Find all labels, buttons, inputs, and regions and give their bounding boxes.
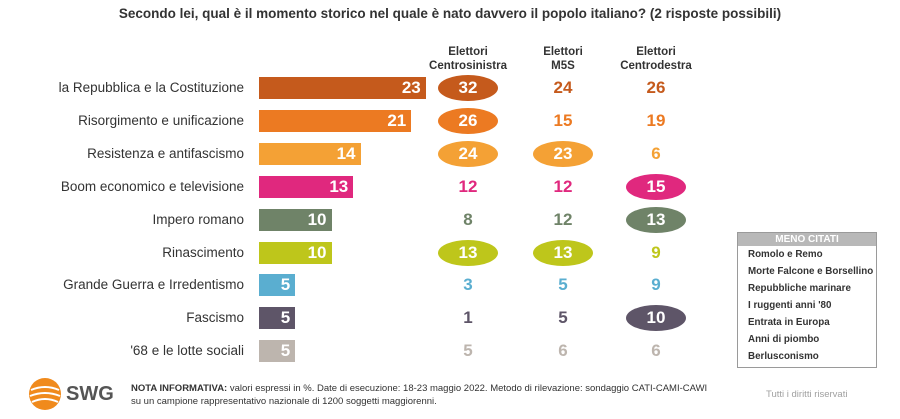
legend-title: MENO CITATI xyxy=(738,233,876,246)
column-header-centrosinistra: Elettori Centrosinistra xyxy=(408,45,528,73)
highlighted-value-cell: 13 xyxy=(533,239,593,266)
value-cell: 6 xyxy=(558,341,568,361)
legend-item: Romolo e Remo xyxy=(748,249,823,260)
value-cell: 24 xyxy=(553,78,573,97)
column-header-centrodestra: Elettori Centrodestra xyxy=(596,45,716,73)
legend-item: Morte Falcone e Borsellino xyxy=(748,266,874,277)
highlighted-value-cell: 24 xyxy=(438,140,498,167)
category-label-risorgimento-e-unificazione: Risorgimento e unificazione xyxy=(78,112,244,128)
highlighted-value-cell: 10 xyxy=(626,305,686,332)
nota-informativa: NOTA INFORMATIVA: valori espressi in %. … xyxy=(131,383,711,408)
rights-text: Tutti i diritti riservati xyxy=(766,389,848,400)
category-label-fascismo: Fascismo xyxy=(186,310,244,326)
value-cell: 5 xyxy=(558,275,568,295)
value-cell: 6 xyxy=(651,341,661,361)
value-cell: 12 xyxy=(553,209,573,229)
category-label-68-e-le-lotte-sociali: '68 e le lotte sociali xyxy=(130,343,244,359)
highlighted-value-cell: 32 xyxy=(438,75,498,101)
value-cell: 19 xyxy=(646,110,666,130)
bar-value-label: 5 xyxy=(280,341,291,361)
highlighted-value-cell: 13 xyxy=(438,239,498,266)
value-cell: 9 xyxy=(651,275,661,295)
brand-name: SWG xyxy=(66,383,114,405)
category-label-la-repubblica-e-la-costituzione: la Repubblica e la Costituzione xyxy=(58,80,244,95)
legend-item: Repubbliche marinare xyxy=(748,283,851,294)
column-header-line1: Elettori xyxy=(543,46,583,58)
column-header-m5s: Elettori M5S xyxy=(503,45,623,73)
legend-item: Entrata in Europa xyxy=(748,317,830,328)
note-label: NOTA INFORMATIVA: xyxy=(131,383,228,394)
highlighted-value-cell: 15 xyxy=(626,173,686,200)
category-label-grande-guerra-e-irredentismo: Grande Guerra e Irredentismo xyxy=(63,277,244,293)
bar-value-label: 23 xyxy=(401,78,421,97)
value-cell: 26 xyxy=(646,78,666,97)
bar-grande-guerra-e-irredentismo: 5 xyxy=(259,274,296,297)
bar-value-label: 10 xyxy=(307,242,327,262)
value-cell: 15 xyxy=(553,110,573,130)
value-cell: 8 xyxy=(463,209,473,229)
bar-value-label: 14 xyxy=(336,143,356,163)
note-text: valori espressi in %. Date di esecuzione… xyxy=(131,383,708,407)
value-cell: 3 xyxy=(463,275,473,295)
value-cell: 5 xyxy=(463,341,473,361)
bar-value-label: 13 xyxy=(329,176,349,196)
highlighted-value-cell: 13 xyxy=(626,206,686,233)
value-cell: 12 xyxy=(458,176,478,196)
highlighted-value-cell: 23 xyxy=(533,140,593,167)
value-cell: 6 xyxy=(651,143,661,163)
column-header-line2: Centrodestra xyxy=(620,60,692,72)
column-header-line1: Elettori xyxy=(448,46,488,58)
highlighted-value-cell: 26 xyxy=(438,107,498,134)
category-label-rinascimento: Rinascimento xyxy=(162,244,244,260)
column-header-line1: Elettori xyxy=(636,46,676,58)
value-cell: 5 xyxy=(558,308,568,328)
legend-list: Romolo e Remo Morte Falcone e Borsellino R… xyxy=(738,246,876,365)
bar-resistenza-e-antifascismo: 14 xyxy=(259,142,361,165)
bar-value-label: 5 xyxy=(280,275,291,295)
category-label-impero-romano: Impero romano xyxy=(152,211,244,227)
category-label-resistenza-e-antifascismo: Resistenza e antifascismo xyxy=(87,145,244,161)
bar-la-repubblica-e-la-costituzione: 23 xyxy=(259,77,426,99)
legend-item: I ruggenti anni '80 xyxy=(748,300,832,311)
swg-logo-icon xyxy=(29,378,61,410)
bar-boom-economico-e-televisione: 13 xyxy=(259,175,354,198)
bar-value-label: 21 xyxy=(387,110,407,130)
category-label-boom-economico-e-televisione: Boom economico e televisione xyxy=(60,178,244,194)
column-header-line2: Centrosinistra xyxy=(429,60,507,72)
legend-item: Berlusconismo xyxy=(748,351,819,362)
bar-risorgimento-e-unificazione: 21 xyxy=(259,109,412,132)
value-cell: 12 xyxy=(553,176,573,196)
value-cell: 1 xyxy=(463,308,473,328)
column-header-line2: M5S xyxy=(551,60,575,72)
value-cell: 9 xyxy=(651,242,661,262)
bar-impero-romano: 10 xyxy=(259,208,332,231)
legend-meno-citati: MENO CITATI Romolo e Remo Morte Falcone e… xyxy=(737,232,877,368)
bar-fascismo: 5 xyxy=(259,307,296,330)
bar-value-label: 5 xyxy=(280,308,291,328)
bar-value-label: 10 xyxy=(307,209,327,229)
legend-item: Anni di piombo xyxy=(748,334,820,345)
chart-title: Secondo lei, qual è il momento storico n… xyxy=(118,6,782,21)
bar-rinascimento: 10 xyxy=(259,241,332,264)
bar-68-e-le-lotte-sociali: 5 xyxy=(259,340,296,363)
